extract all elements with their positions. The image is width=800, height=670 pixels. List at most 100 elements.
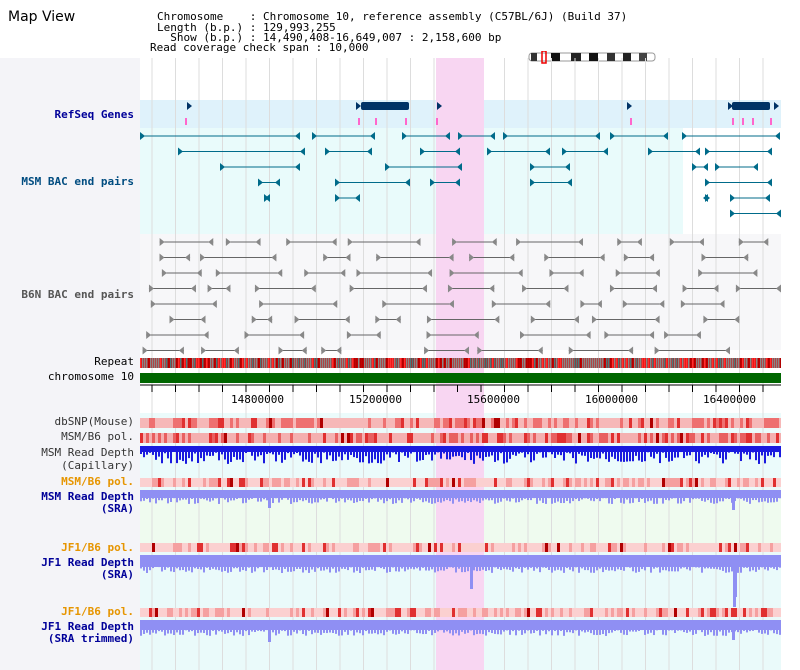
track-canvas[interactable]: 14800000 15200000 15600000 16000000 16400000 <box>140 58 781 670</box>
jf1-pol-cell <box>356 543 359 552</box>
msm-pol-cell <box>503 433 506 443</box>
jf1-depth-sra-bar <box>248 567 250 568</box>
msm-pol-cell <box>458 433 461 443</box>
msm-pol-cell <box>500 433 503 443</box>
jf1-pol2-cell <box>596 608 599 617</box>
repeat-element <box>394 358 396 368</box>
msm-bac-end <box>775 132 780 140</box>
b6n-bac-end <box>336 346 342 355</box>
msm-pol2-cell <box>215 478 218 487</box>
jf1-depth-sra-bar <box>578 567 580 573</box>
jf1-pol2-cell <box>179 608 182 617</box>
jf1-pol-cell <box>290 543 293 552</box>
ideogram-position-marker <box>541 51 547 64</box>
jf1-pol-cell <box>557 543 560 552</box>
jf1-pol-cell <box>467 543 470 552</box>
jf1-depth-sra-bar <box>173 567 175 573</box>
msm-depth-capillary-bar <box>395 452 397 455</box>
jf1-depth-trimmed-bar <box>167 630 169 634</box>
jf1-pol2-cell <box>242 608 245 617</box>
repeat-element <box>366 358 368 368</box>
msm-depth-capillary-bar <box>449 452 451 460</box>
msm-bac-end <box>530 178 535 187</box>
jf1-depth-trimmed-bar <box>602 630 604 635</box>
msm-depth-capillary-bar <box>200 452 202 459</box>
msm-pol2-cell <box>689 478 692 487</box>
msm-depth-sra-bar <box>596 498 598 500</box>
repeat-element <box>748 358 750 368</box>
jf1-pol2-cell <box>497 608 500 617</box>
msm-pol-cell <box>281 433 284 443</box>
jf1-pol2-cell <box>194 608 197 617</box>
jf1-depth-sra-bar <box>686 567 688 570</box>
dbsnp-cell <box>533 418 536 428</box>
jf1-depth-trimmed-bar <box>296 630 298 634</box>
jf1-depth-sra-bar <box>581 567 583 569</box>
msm-depth-capillary-bar <box>485 452 487 457</box>
jf1-pol2-cell <box>668 608 671 617</box>
repeat-element <box>252 358 254 368</box>
jf1-depth-sra-bar <box>599 567 601 569</box>
track-label-b6n-bac[interactable]: B6N BAC end pairs <box>21 288 134 301</box>
msm-depth-sra-bar <box>290 498 292 504</box>
msm-depth-sra-bar <box>578 498 580 502</box>
jf1-depth-trimmed-bar <box>683 630 685 633</box>
jf1-depth-sra-bar <box>731 567 733 572</box>
jf1-pol-cell <box>491 543 494 552</box>
jf1-depth-sra-bar <box>323 567 325 571</box>
jf1-pol2-cell <box>464 608 467 617</box>
jf1-depth-trimmed-bar <box>245 630 247 632</box>
jf1-depth-trimmed-bar <box>206 630 208 636</box>
jf1-depth-trimmed-bar <box>203 630 205 634</box>
dbsnp-cell <box>650 418 653 428</box>
dbsnp-cell <box>164 418 167 428</box>
repeat-element <box>492 358 494 368</box>
msm-depth-capillary-bar <box>242 452 244 463</box>
repeat-element <box>612 358 614 368</box>
msm-pol-cell <box>278 433 281 443</box>
jf1-pol-cell <box>251 543 254 552</box>
jf1-depth-sra-bar <box>608 567 610 571</box>
jf1-pol-cell <box>488 543 491 552</box>
jf1-depth-sra-bar <box>491 567 493 573</box>
jf1-depth-trimmed-bar <box>482 630 484 635</box>
b6n-bac-end <box>636 238 642 246</box>
jf1-depth-sra-bar <box>701 567 703 573</box>
jf1-depth-sra-spike <box>470 567 473 589</box>
repeat-element <box>550 358 552 368</box>
msm-depth-capillary-bar <box>239 452 241 460</box>
chromosome-ideogram[interactable] <box>527 51 659 65</box>
msm-depth-sra-bar <box>692 498 694 500</box>
jf1-pol2-cell <box>656 608 659 617</box>
jf1-pol2-cell <box>347 608 350 617</box>
dbsnp-cell <box>491 418 494 428</box>
repeat-element <box>218 358 220 368</box>
jf1-pol2-cell <box>707 608 710 617</box>
msm-pol2-cell <box>146 478 149 487</box>
msm-pol2-cell <box>557 478 560 487</box>
jf1-depth-trimmed-bar <box>233 630 235 636</box>
repeat-element <box>456 358 458 368</box>
msm-depth-sra-bar <box>503 498 505 499</box>
jf1-depth-trimmed-bar <box>626 630 628 636</box>
dbsnp-cell <box>353 418 356 428</box>
msm-pol2-cell <box>746 478 749 487</box>
b6n-bac-end <box>426 315 432 324</box>
jf1-depth-trimmed-bar <box>143 630 145 634</box>
jf1-pol-cell <box>209 543 212 552</box>
msm-pol-cell <box>449 433 452 443</box>
msm-pol2-cell <box>494 478 497 487</box>
repeat-element <box>676 358 678 368</box>
msm-pol-cell <box>401 433 404 443</box>
msm-depth-sra-bar <box>719 498 721 502</box>
msm-pol2-cell <box>716 478 719 487</box>
repeat-element <box>536 358 538 368</box>
dbsnp-cell <box>143 418 146 428</box>
track-label-msm-bac[interactable]: MSM BAC end pairs <box>21 175 134 188</box>
msm-pol-cell <box>722 433 725 443</box>
jf1-pol2-cell <box>695 608 698 617</box>
track-label-refseq[interactable]: RefSeq Genes <box>54 108 134 121</box>
jf1-depth-sra-bar <box>659 567 661 573</box>
jf1-pol-cell <box>242 543 245 552</box>
jf1-depth-trimmed-bar <box>311 630 313 635</box>
